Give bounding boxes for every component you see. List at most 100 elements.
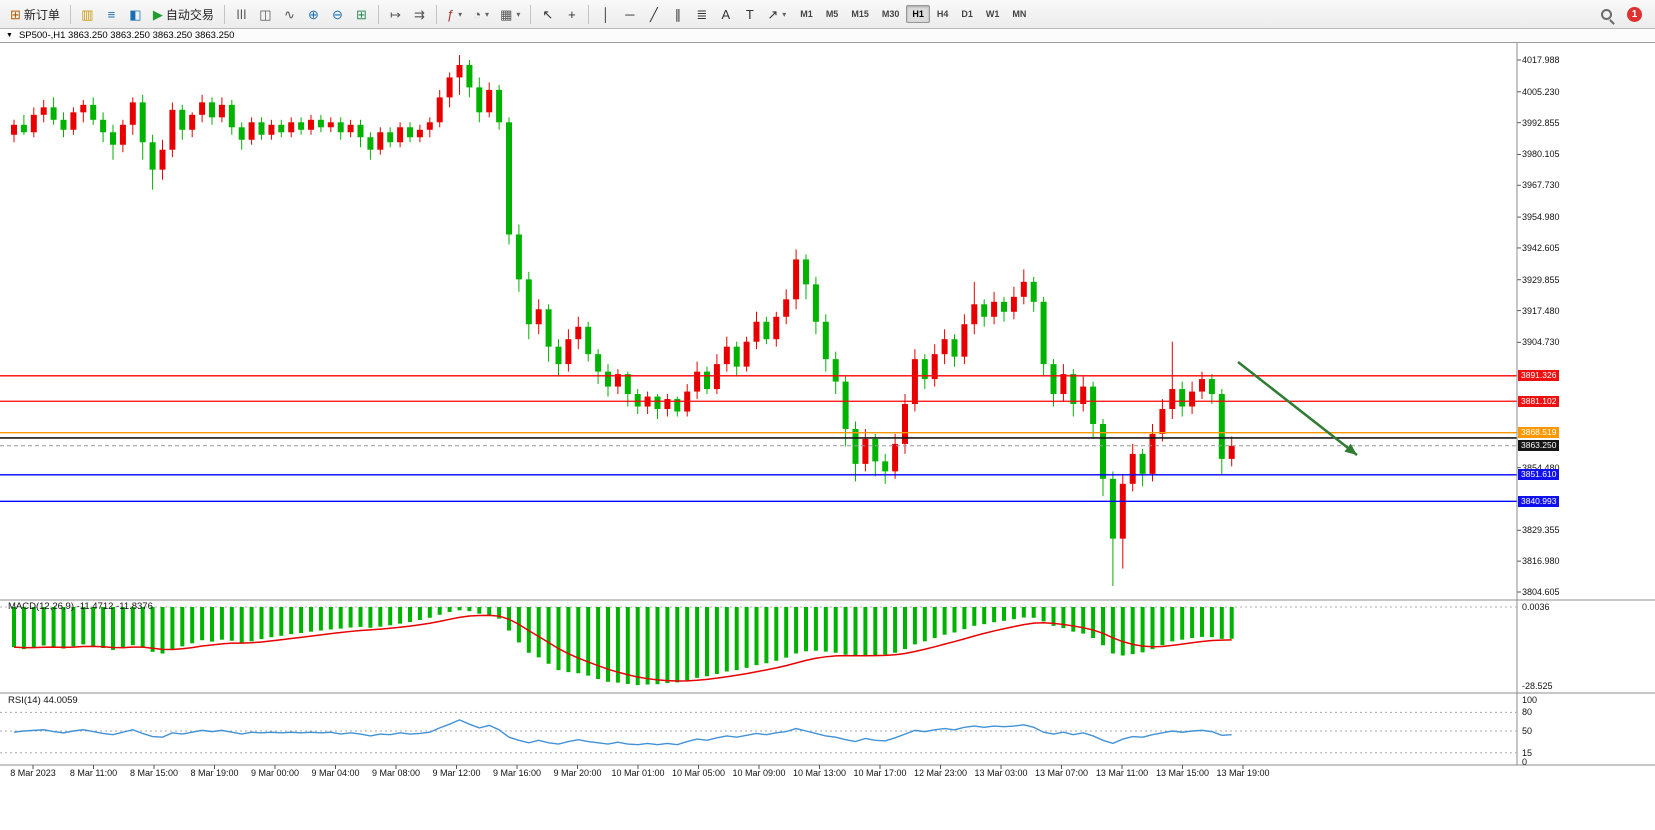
toolbar-separator <box>377 4 379 24</box>
price-tag: 3840.993 <box>1518 495 1560 507</box>
charts-profile-button[interactable]: ▥ <box>76 3 99 26</box>
price-axis-label: 3954.980 <box>1522 212 1560 223</box>
new-order-button-label: 新订单 <box>23 7 60 22</box>
text-label-button[interactable]: T <box>738 3 761 26</box>
time-axis-label[interactable]: 12 Mar 23:00 <box>913 768 968 778</box>
timeframe-h4-button[interactable]: H4 <box>936 9 949 19</box>
navigator-button[interactable]: ◧ <box>124 3 147 26</box>
search-button[interactable] <box>1595 3 1618 26</box>
time-axis-label[interactable]: 13 Mar 07:00 <box>1034 768 1089 778</box>
time-axis-label[interactable]: 9 Mar 04:00 <box>311 768 360 778</box>
timeframe-m30-button[interactable]: M30 <box>881 9 900 19</box>
text-label-icon: T <box>745 6 754 22</box>
toolbar-separator <box>588 4 590 24</box>
market-watch-button[interactable]: ≡ <box>100 3 123 26</box>
dropdown-caret-icon: ▾ <box>782 9 787 19</box>
line-chart-icon: ∿ <box>283 6 295 22</box>
timeframe-m5-button[interactable]: M5 <box>825 9 839 19</box>
notification-badge[interactable]: 1 <box>1627 6 1642 22</box>
templates-button[interactable]: ▦ ▾ <box>495 3 525 26</box>
time-axis-label[interactable]: 9 Mar 16:00 <box>492 768 542 778</box>
time-axis-label[interactable]: 8 Mar 11:00 <box>69 768 118 778</box>
templates-icon: ▦ <box>500 6 513 22</box>
time-axis-label[interactable]: 13 Mar 11:00 <box>1095 768 1149 778</box>
cursor-button[interactable]: ↖ <box>536 3 559 26</box>
crosshair-button[interactable]: + <box>560 3 583 26</box>
new-order-button[interactable]: ⊞ 新订单 <box>5 3 65 26</box>
auto-scroll-icon: ⇉ <box>413 6 425 22</box>
time-axis-label[interactable]: 13 Mar 15:00 <box>1155 768 1210 778</box>
bar-chart-button[interactable]: ǀǀǀ <box>230 3 253 26</box>
periods-button[interactable]: ◔ ▾ <box>468 3 494 26</box>
macd-axis-label: 0.0036 <box>1522 602 1550 612</box>
price-tag: 3891.326 <box>1518 370 1560 382</box>
new-order-icon: ⊞ <box>10 6 21 22</box>
timeframe-h1-button[interactable]: H1 <box>906 5 930 23</box>
time-axis-label[interactable]: 13 Mar 03:00 <box>974 768 1028 778</box>
auto-trading-button[interactable]: ▶ 自动交易 <box>148 3 219 26</box>
zoom-out-button[interactable]: ⊖ <box>326 3 349 26</box>
time-axis-label[interactable]: 9 Mar 08:00 <box>371 768 421 778</box>
dropdown-caret-icon: ▾ <box>458 9 463 19</box>
arrows-tool-button[interactable]: ↗ ▾ <box>762 3 791 26</box>
time-axis-label[interactable]: 9 Mar 00:00 <box>250 768 300 778</box>
fibonacci-button[interactable]: ≣ <box>690 3 713 26</box>
price-axis-label: 4017.988 <box>1522 55 1560 65</box>
time-axis-label[interactable]: 13 Mar 19:00 <box>1216 768 1270 778</box>
tile-windows-icon: ⊞ <box>355 6 367 22</box>
channel-button[interactable]: ∥ <box>666 3 689 26</box>
auto-trading-icon: ▶ <box>152 6 163 22</box>
macd-label: MACD(12,26,9) -11.4712 -11.8376 <box>8 601 153 612</box>
price-tag: 3863.250 <box>1518 440 1560 452</box>
macd-pane[interactable] <box>0 600 1517 693</box>
auto-trading-button-label: 自动交易 <box>165 7 214 22</box>
toolbar-separator <box>530 4 532 24</box>
auto-scroll-button[interactable]: ⇉ <box>408 3 431 26</box>
time-axis-label[interactable]: 8 Mar 19:00 <box>190 768 239 778</box>
rsi-pane[interactable] <box>0 693 1517 765</box>
timeframe-d1-button[interactable]: D1 <box>961 9 973 19</box>
rsi-label: RSI(14) 44.0059 <box>8 695 78 706</box>
price-axis-label: 3929.855 <box>1522 274 1560 285</box>
time-axis-label[interactable]: 8 Mar 2023 <box>10 768 56 778</box>
chart-shift-button[interactable]: ↦ <box>384 3 407 26</box>
indicators-icon: ƒ <box>446 6 455 22</box>
price-axis-label: 3917.480 <box>1522 305 1560 316</box>
timeframe-group: M1 M5 M15 M30 H1 H4 D1 W1 MN <box>794 5 1032 23</box>
timeframe-mn-button[interactable]: MN <box>1012 9 1027 19</box>
line-chart-button[interactable]: ∿ <box>278 3 301 26</box>
time-axis-label[interactable]: 10 Mar 05:00 <box>671 768 726 778</box>
chart-menu-caret-icon[interactable]: ▼ <box>6 32 13 39</box>
time-axis-label[interactable]: 10 Mar 13:00 <box>792 768 847 778</box>
candlestick-button[interactable]: ◫ <box>254 3 277 26</box>
time-axis-label[interactable]: 10 Mar 09:00 <box>732 768 786 778</box>
chart-area[interactable] <box>0 43 1517 600</box>
timeframe-w1-button[interactable]: W1 <box>985 9 1000 19</box>
timeframe-m1-button[interactable]: M1 <box>800 9 813 19</box>
horizontal-line-button[interactable]: ─ <box>618 3 641 26</box>
text-icon: A <box>721 6 731 22</box>
price-axis-label: 3804.605 <box>1522 587 1560 597</box>
dropdown-caret-icon: ▾ <box>485 9 490 19</box>
price-axis-label: 3980.105 <box>1522 149 1560 160</box>
timeframe-m15-button[interactable]: M15 <box>851 9 869 19</box>
toolbar-separator <box>223 4 225 24</box>
rsi-axis-label: 100 <box>1522 695 1538 705</box>
text-button[interactable]: A <box>714 3 737 26</box>
price-axis-label: 3816.980 <box>1522 556 1560 567</box>
time-axis-label[interactable]: 10 Mar 17:00 <box>853 768 907 778</box>
time-axis-label[interactable]: 8 Mar 15:00 <box>129 768 179 778</box>
time-axis-label[interactable]: 9 Mar 20:00 <box>553 768 602 778</box>
trendline-button[interactable]: ╱ <box>642 3 665 26</box>
search-icon <box>1601 8 1612 20</box>
bar-chart-icon: ǀǀǀ <box>236 6 247 22</box>
tile-windows-button[interactable]: ⊞ <box>350 3 373 26</box>
vertical-line-button[interactable]: │ <box>594 3 617 26</box>
crosshair-icon: + <box>568 6 576 22</box>
time-axis-label[interactable]: 10 Mar 01:00 <box>611 768 665 778</box>
arrows-tool-icon: ↗ <box>767 6 779 22</box>
price-axis-label: 3829.355 <box>1522 525 1560 536</box>
zoom-in-button[interactable]: ⊕ <box>302 3 325 26</box>
indicators-button[interactable]: ƒ ▾ <box>442 3 467 26</box>
time-axis-label[interactable]: 9 Mar 12:00 <box>432 768 481 778</box>
